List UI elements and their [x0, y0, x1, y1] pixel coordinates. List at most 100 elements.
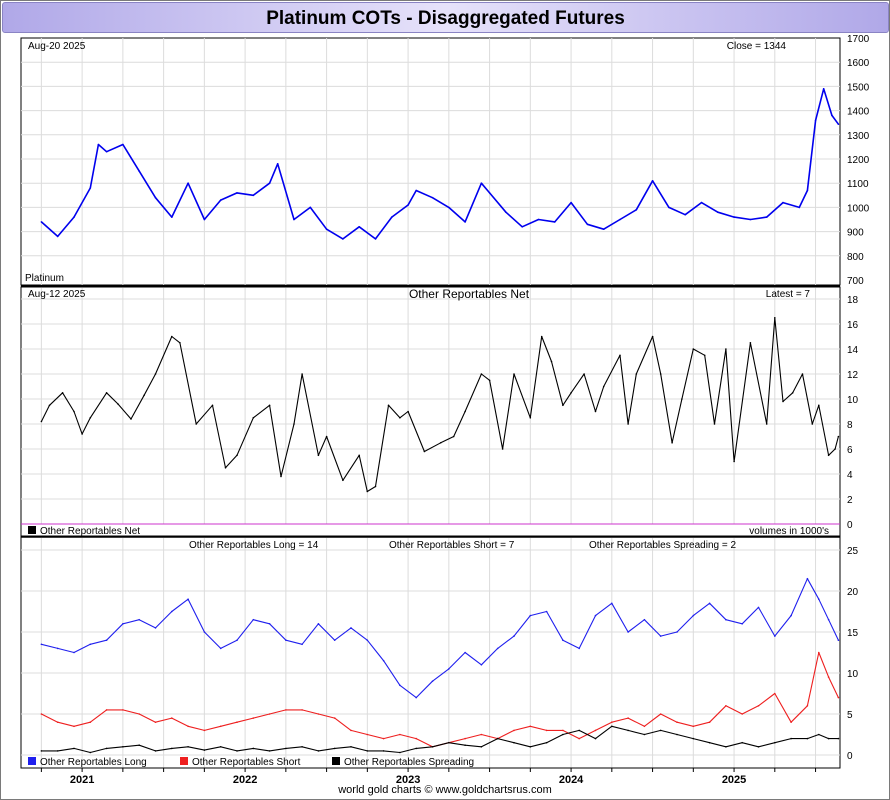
y-tick-label: 16: [847, 320, 859, 331]
short-line-point: [415, 737, 418, 740]
net-line-point: [130, 418, 132, 420]
net-line-point: [317, 454, 320, 457]
spreading-line-point: [219, 746, 222, 748]
y-tick-label: 1300: [847, 131, 870, 142]
price-line-point: [252, 194, 255, 197]
long-line-point: [171, 610, 173, 613]
long-line-point: [741, 623, 743, 625]
price-line-point: [537, 218, 540, 221]
short-line-point: [562, 729, 564, 732]
short-line-point: [366, 733, 369, 736]
price-line-point: [448, 206, 450, 209]
net-line-point: [399, 417, 401, 419]
y-tick-label: 1700: [847, 34, 870, 45]
spreading-line-point: [40, 750, 43, 752]
net-line-point: [407, 410, 409, 413]
spreading-line-point: [692, 737, 695, 740]
y-tick-label: 20: [847, 587, 859, 598]
spreading-line-point: [790, 737, 792, 740]
spreading-line-point: [806, 737, 809, 740]
price-line-point: [480, 182, 483, 184]
position-label: Other Reportables Short = 7: [389, 540, 515, 551]
price-line-point: [806, 189, 809, 192]
short-line-point: [122, 709, 124, 711]
short-line-point: [643, 725, 646, 728]
x-tick-label: 2024: [559, 774, 584, 786]
spreading-line-point: [774, 741, 776, 744]
net-line-point: [811, 423, 814, 425]
y-tick-label: 1200: [847, 155, 870, 166]
short-line-point: [529, 725, 532, 728]
long-line-point: [89, 643, 92, 646]
y-tick-label: 6: [847, 445, 853, 456]
spreading-line-point: [105, 747, 108, 750]
spreading-line-point: [611, 725, 613, 728]
net-line-point: [280, 475, 282, 478]
price-line-point: [407, 204, 409, 206]
legend-swatch: [28, 757, 36, 765]
price-line-point: [822, 88, 825, 90]
net-panel-title: Other Reportables Net: [409, 287, 530, 301]
short-line-point: [301, 709, 303, 711]
spreading-line-point: [480, 746, 483, 748]
net-line-point: [529, 417, 532, 419]
price-line-point: [464, 221, 466, 223]
price-line-point: [73, 216, 75, 218]
long-line: [41, 578, 839, 699]
price-series-label: Platinum: [25, 273, 64, 284]
y-tick-label: 25: [847, 546, 859, 557]
net-line-point: [452, 435, 455, 438]
price-line-point: [97, 143, 100, 146]
net-line-point: [366, 490, 369, 493]
spreading-line-point: [171, 747, 173, 750]
price-line-point: [521, 226, 523, 228]
net-line-point: [659, 373, 662, 375]
long-line-point: [643, 618, 646, 621]
y-tick-label: 10: [847, 669, 859, 680]
long-line-point: [529, 614, 532, 617]
spreading-line-point: [837, 737, 840, 740]
short-line-point: [611, 721, 613, 723]
price-line-point: [276, 163, 279, 165]
price-line-point: [782, 201, 784, 204]
short-line-point: [285, 709, 287, 711]
spreading-line-point: [187, 746, 189, 748]
long-line-point: [138, 618, 140, 621]
spreading-line-point: [236, 750, 238, 752]
net-date-label: Aug-12 2025: [28, 289, 86, 300]
spreading-line-point: [252, 747, 255, 750]
short-line-point: [708, 721, 711, 723]
price-line-point: [505, 211, 507, 213]
y-tick-label: 900: [847, 228, 864, 239]
price-line-point: [219, 199, 222, 201]
price-line-point: [831, 114, 833, 117]
net-line-point: [154, 373, 157, 375]
spreading-line-point: [203, 749, 206, 751]
long-line-point: [187, 598, 189, 600]
net-line-point: [749, 342, 752, 344]
short-line-point: [692, 725, 695, 728]
short-line-point: [627, 717, 629, 719]
long-line-point: [757, 606, 760, 609]
short-line-point: [513, 729, 515, 732]
spreading-line-point: [301, 746, 303, 748]
price-line-point: [619, 218, 621, 221]
y-tick-label: 8: [847, 420, 853, 431]
net-line-point: [143, 394, 145, 397]
price-line-point: [415, 189, 418, 192]
long-line-point: [431, 680, 434, 682]
short-line-point: [806, 705, 809, 707]
spreading-line-point: [285, 747, 287, 750]
price-line-point: [56, 235, 59, 238]
net-line-point: [236, 454, 238, 457]
y-tick-label: 4: [847, 470, 853, 481]
net-line-point: [635, 373, 638, 375]
price-line-point: [586, 223, 589, 226]
net-line-point: [325, 435, 328, 438]
net-line-point: [725, 348, 727, 350]
y-tick-label: 12: [847, 370, 859, 381]
spreading-line-point: [496, 737, 499, 740]
price-line-point: [570, 201, 572, 204]
